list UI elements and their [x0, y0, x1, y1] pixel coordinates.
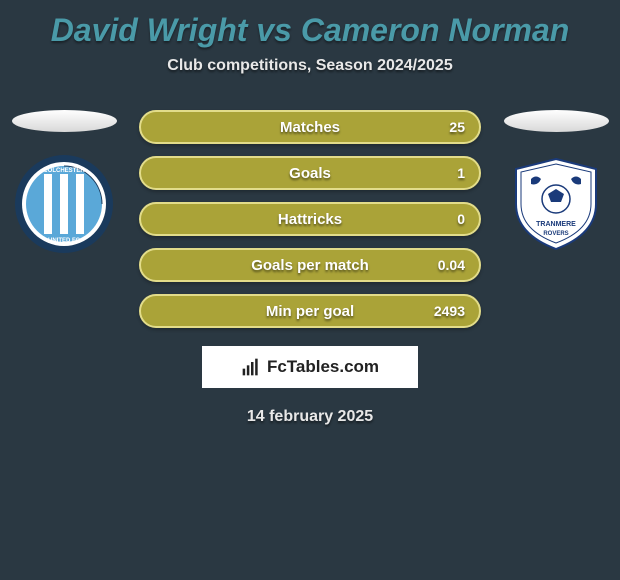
- player-right-placeholder: [504, 110, 609, 132]
- colchester-badge-icon: COLCHESTER UNITED FC: [14, 154, 114, 254]
- player-left-placeholder: [12, 110, 117, 132]
- stat-row-min-per-goal: Min per goal 2493: [139, 294, 481, 328]
- page-title: David Wright vs Cameron Norman: [0, 0, 620, 57]
- club-logo-left: COLCHESTER UNITED FC: [14, 154, 114, 254]
- stat-row-goals-per-match: Goals per match 0.04: [139, 248, 481, 282]
- stat-row-hattricks: Hattricks 0: [139, 202, 481, 236]
- stat-right-value: 0: [457, 211, 465, 227]
- brand-text: FcTables.com: [267, 357, 379, 377]
- stat-right-value: 25: [449, 119, 465, 135]
- stat-label: Hattricks: [278, 211, 342, 228]
- stat-label: Goals per match: [251, 257, 369, 274]
- stat-label: Min per goal: [266, 303, 354, 320]
- stat-row-goals: Goals 1: [139, 156, 481, 190]
- player-right-column: TRANMERE ROVERS: [501, 110, 611, 254]
- chart-icon: [241, 357, 261, 377]
- stat-right-value: 1: [457, 165, 465, 181]
- svg-text:TRANMERE: TRANMERE: [536, 221, 576, 228]
- brand-box: FcTables.com: [202, 346, 418, 388]
- club-logo-right: TRANMERE ROVERS: [506, 154, 606, 254]
- svg-text:ROVERS: ROVERS: [543, 231, 568, 237]
- stat-right-value: 2493: [434, 303, 465, 319]
- subtitle: Club competitions, Season 2024/2025: [0, 57, 620, 75]
- stat-right-value: 0.04: [438, 257, 465, 273]
- date-text: 14 february 2025: [0, 408, 620, 426]
- stats-column: Matches 25 Goals 1 Hattricks 0 Goals per…: [139, 110, 481, 328]
- stat-label: Matches: [280, 119, 340, 136]
- svg-text:COLCHESTER: COLCHESTER: [43, 168, 85, 174]
- player-left-column: COLCHESTER UNITED FC: [9, 110, 119, 254]
- svg-text:UNITED FC: UNITED FC: [48, 238, 81, 244]
- tranmere-badge-icon: TRANMERE ROVERS: [506, 154, 606, 254]
- stat-label: Goals: [289, 165, 331, 182]
- stat-row-matches: Matches 25: [139, 110, 481, 144]
- comparison-layout: COLCHESTER UNITED FC Matches 25 Goals 1 …: [0, 110, 620, 328]
